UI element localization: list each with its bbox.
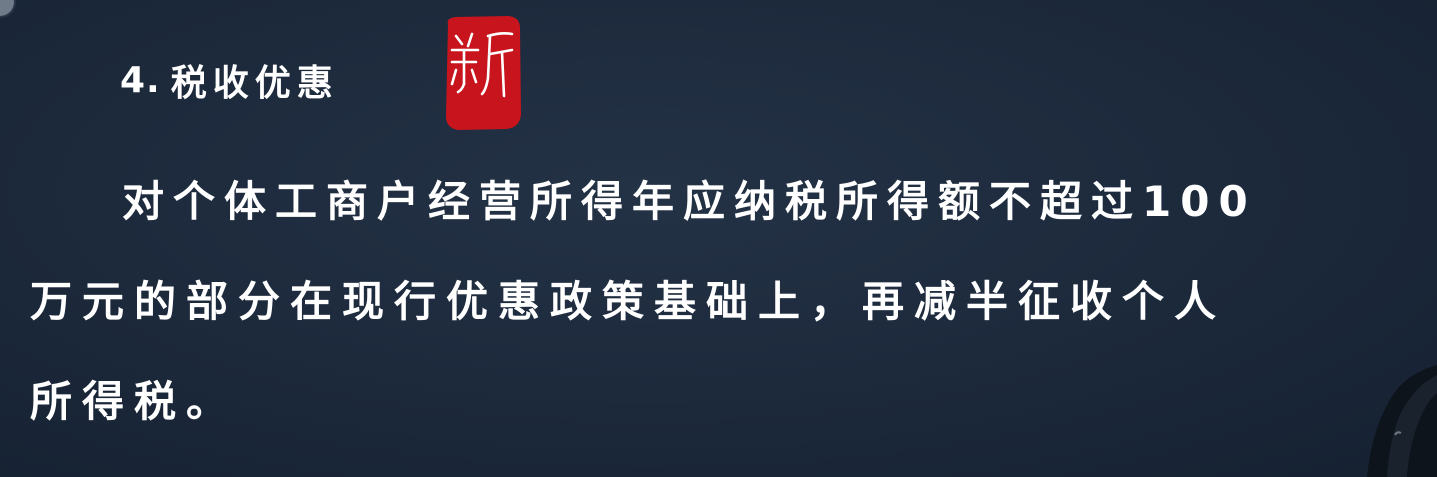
- paragraph-line: 所得税。: [30, 377, 239, 426]
- presenter-silhouette: [1367, 365, 1437, 477]
- seal-graphic: [446, 16, 521, 130]
- paragraph-line: 对个体工商户经营所得年应纳税所得额不超过100: [122, 177, 1257, 226]
- new-seal-stamp: [442, 14, 522, 132]
- section-title: 税收优惠: [170, 63, 339, 104]
- policy-paragraph: 对个体工商户经营所得年应纳税所得额不超过100 万元的部分在现行优惠政策基础上，…: [30, 152, 1405, 452]
- section-number: 4.: [120, 59, 161, 101]
- paragraph-line: 万元的部分在现行优惠政策基础上，再减半征收个人: [30, 277, 1227, 326]
- section-heading: 4. 税收优惠: [120, 52, 339, 108]
- corner-decoration: [0, 0, 14, 16]
